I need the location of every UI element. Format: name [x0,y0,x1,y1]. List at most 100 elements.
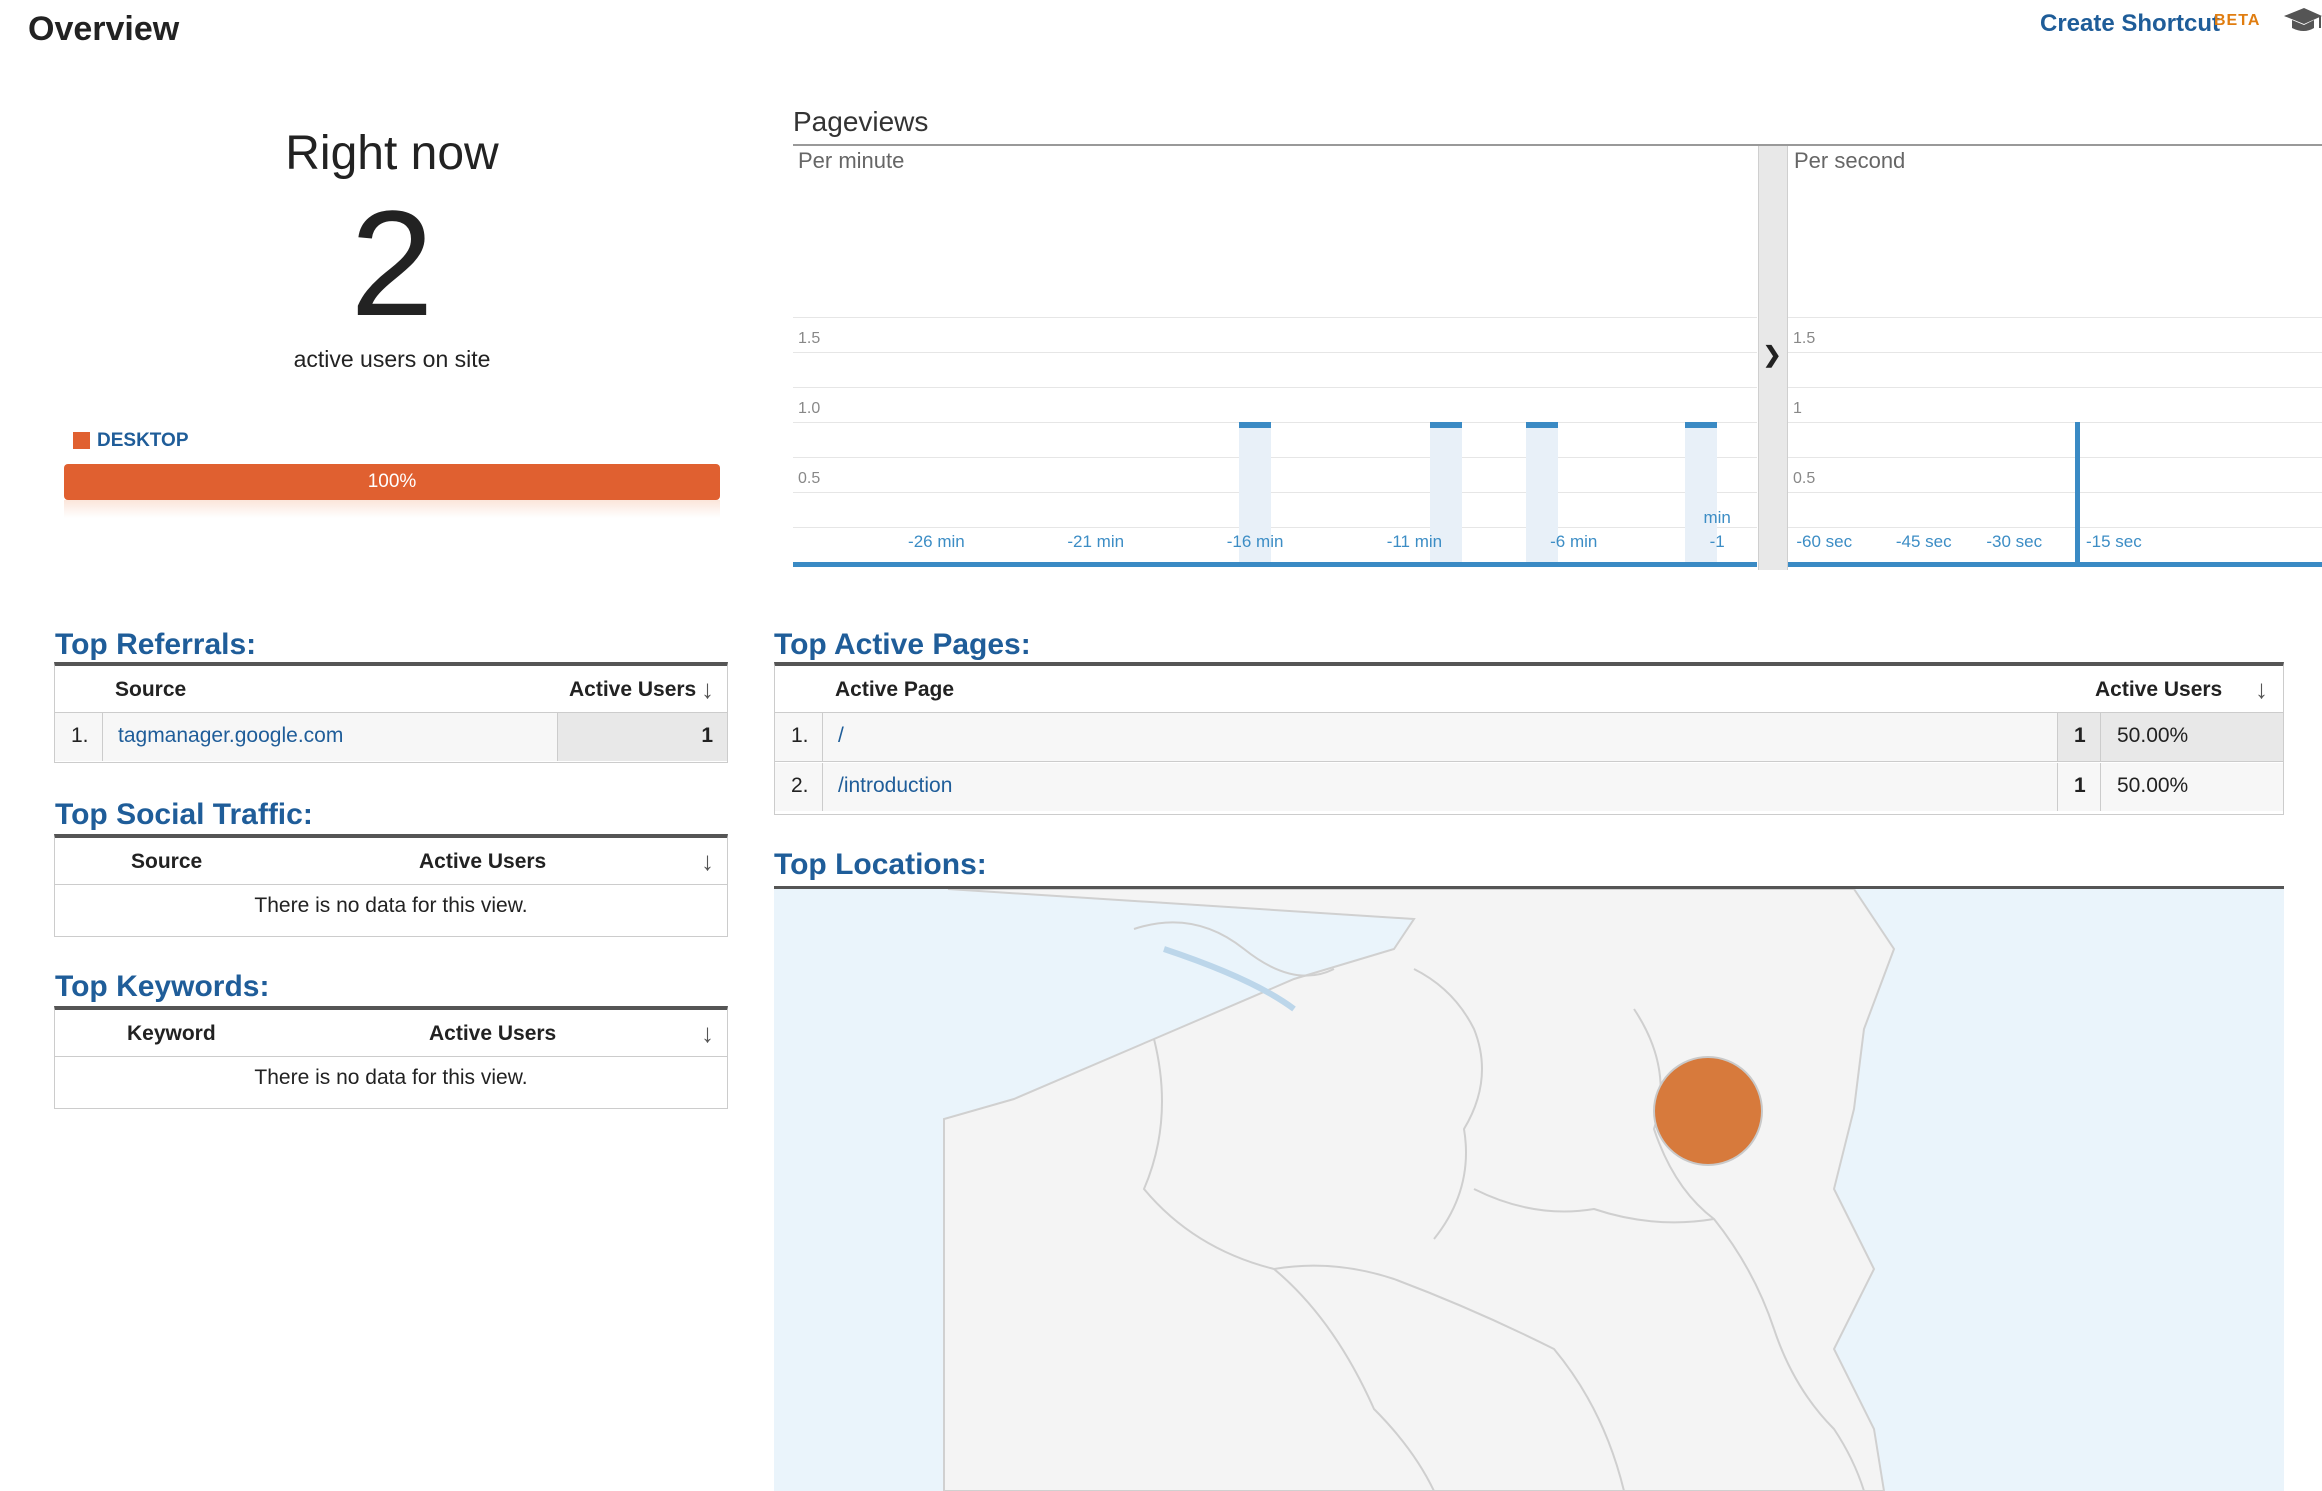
x-tick-label: -26 min [908,532,965,551]
page-users: 1 [2074,724,2086,747]
belgium-map [943,889,1896,1491]
top-referrals-table: Source Active Users ↓ 1. tagmanager.goog… [54,662,728,763]
row-rank: 1. [791,724,809,747]
source-column-header[interactable]: Source [131,850,203,873]
map-border [1633,1008,1775,1330]
sort-desc-icon[interactable]: ↓ [2255,674,2268,704]
page-link[interactable]: /introduction [838,774,953,797]
active-users-column-header[interactable]: Active Users [429,1022,557,1045]
map-border [1413,968,1483,1240]
top-active-pages-title: Top Active Pages: [774,628,1031,661]
empty-message: There is no data for this view. [254,894,528,917]
chevron-right-icon: ❯ [1763,342,1782,367]
chart-baseline [793,562,1757,567]
per-minute-label: Per minute [798,148,905,173]
pageview-bar-cap [1685,422,1718,428]
page-percent: 50.00% [2117,774,2189,797]
pageview-bar[interactable] [1685,422,1718,562]
y-tick-label: 0.5 [1793,470,1816,487]
x-tick-label: -21 min [1067,532,1125,551]
graduation-cap-icon[interactable] [2282,4,2322,40]
map-border [1773,1328,1865,1491]
referral-source-link[interactable]: tagmanager.google.com [118,724,344,747]
row-rank: 2. [791,774,809,797]
chart-baseline [1788,562,2322,567]
row-rank: 1. [71,724,89,747]
table-header: Active Page Active Users ↓ [775,666,2283,713]
gridline [793,422,1757,423]
desktop-legend-swatch [73,432,90,449]
gridline [793,352,1757,353]
gridline [1788,387,2322,388]
x-tick-label: -15 sec [2085,532,2142,551]
top-social-title: Top Social Traffic: [55,798,313,831]
x-tick-label: -60 sec [1796,532,1853,551]
table-row: 2. /introduction 1 50.00% [775,763,2283,811]
page-title: Overview [28,10,180,48]
create-shortcut-link[interactable]: Create Shortcut [2040,10,2221,37]
per-minute-chart: 1.5 1.0 0.5 -26 min -21 min -16 min -11 min -6 … [793,146,1757,570]
pageview-bar-cap [1525,422,1558,428]
pageview-bar[interactable] [2075,422,2081,562]
pageview-bar[interactable] [1239,422,1272,562]
top-referrals-title: Top Referrals: [55,628,257,661]
gridline [793,387,1757,388]
locations-map[interactable] [774,886,2284,1491]
map-border [1473,1188,1715,1224]
sort-desc-icon[interactable]: ↓ [701,674,714,704]
pageview-bar-cap [1239,422,1272,428]
map-border [1142,1038,1435,1491]
table-row: 1. / 1 50.00% [775,713,2283,762]
x-tick-label: -11 min [1386,532,1443,551]
desktop-legend-label: DESKTOP [97,430,189,451]
location-marker [1653,1056,1763,1166]
active-users-count: 2 [350,179,434,347]
page-users: 1 [2074,774,2086,797]
y-tick-label: 1.5 [1793,330,1816,347]
pageview-bar[interactable] [1430,422,1463,562]
page-link[interactable]: / [838,724,844,747]
gridline [1788,457,2322,458]
active-users-subtitle: active users on site [293,346,491,372]
per-second-label: Per second [1794,148,1906,173]
gridline [1788,492,2322,493]
x-tick-label: -6 min [1550,532,1598,551]
x-tick-label: -16 min [1226,532,1284,551]
table-header: Source Active Users ↓ [55,666,727,713]
active-users-column-header[interactable]: Active Users [419,850,547,873]
source-column-header[interactable]: Source [115,678,187,701]
top-active-pages-table: Active Page Active Users ↓ 1. / 1 50.00%… [774,662,2284,815]
x-tick-label: -45 sec [1895,532,1952,551]
gridline [1788,527,2322,528]
gridline [793,492,1757,493]
pageview-bar[interactable] [1525,422,1558,562]
table-header: Source Active Users ↓ [55,838,727,885]
y-tick-label: 0.5 [798,470,821,487]
active-users-column-header[interactable]: Active Users [569,678,697,701]
map-land [943,889,1896,1491]
beta-badge: BETA [2214,12,2261,29]
pageviews-title: Pageviews [793,106,929,137]
referral-users: 1 [701,724,713,747]
keyword-column-header[interactable]: Keyword [127,1022,216,1045]
pageview-bar-cap [1430,422,1463,428]
y-tick-label: 1 [1793,400,1802,417]
top-keywords-title: Top Keywords: [55,970,270,1003]
sort-desc-icon[interactable]: ↓ [701,846,714,876]
top-keywords-table: Keyword Active Users ↓ There is no data … [54,1006,728,1109]
gridline [1788,422,2322,423]
map-border [1273,1264,1625,1491]
empty-message: There is no data for this view. [254,1066,528,1089]
top-social-table: Source Active Users ↓ There is no data f… [54,834,728,937]
top-locations-title: Top Locations: [774,848,987,881]
map-border [1133,921,1335,977]
right-now-heading: Right now [285,127,499,180]
map-border [1163,946,1296,1012]
table-header: Keyword Active Users ↓ [55,1010,727,1057]
y-tick-label: 1.5 [798,330,821,347]
active-users-column-header[interactable]: Active Users [2095,678,2223,701]
sort-desc-icon[interactable]: ↓ [701,1018,714,1048]
active-page-column-header[interactable]: Active Page [835,678,955,701]
chart-toggle-handle[interactable]: ❯ [1758,146,1788,570]
gridline [1788,352,2322,353]
